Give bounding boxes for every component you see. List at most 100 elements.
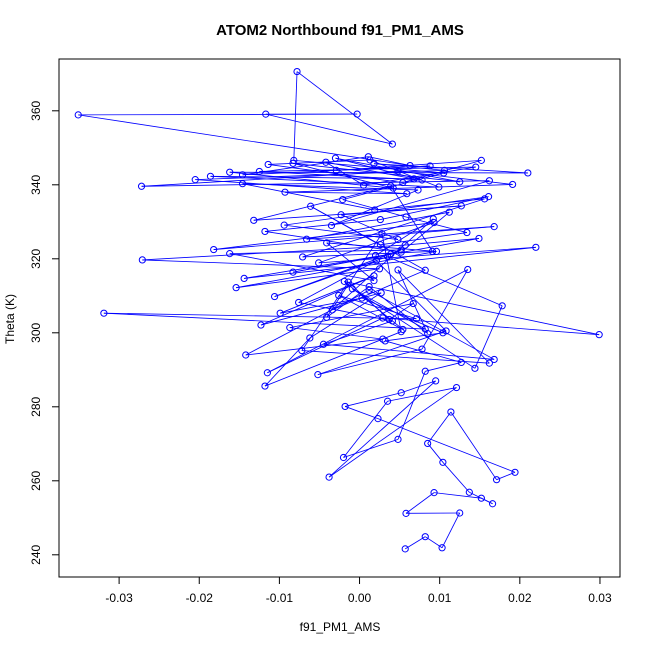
series-segment: [325, 161, 364, 186]
data-point: [315, 259, 323, 267]
series-segment: [103, 312, 426, 330]
data-point: [426, 162, 434, 170]
data-point: [325, 473, 333, 481]
data-point: [397, 328, 405, 336]
data-point: [276, 309, 284, 317]
series-segment: [385, 332, 443, 342]
data-point: [298, 346, 306, 355]
series-segment: [338, 295, 417, 320]
series-segment: [369, 159, 440, 188]
series-segment: [427, 443, 444, 463]
series-segment: [343, 438, 399, 458]
series-segment: [306, 226, 495, 240]
series-segment: [388, 303, 414, 320]
data-point: [250, 216, 258, 224]
data-point: [406, 161, 414, 170]
data-point: [370, 272, 378, 280]
data-point: [281, 188, 289, 196]
y-tick-label: 260: [29, 470, 43, 490]
series-segment: [264, 219, 381, 232]
series-segment: [331, 180, 490, 226]
series-segment: [401, 380, 436, 394]
series-segment: [280, 275, 375, 314]
series-segment: [405, 238, 479, 246]
y-tick-label: 280: [29, 396, 43, 416]
series-segment: [323, 343, 495, 360]
series-segment: [142, 259, 380, 270]
data-point: [509, 180, 517, 189]
data-point: [226, 168, 234, 176]
x-tick-label: 0.02: [508, 591, 532, 605]
data-point: [428, 247, 437, 255]
data-point: [138, 256, 146, 264]
series-segment: [402, 159, 482, 183]
series-segment: [328, 387, 457, 478]
data-point: [471, 364, 479, 372]
data-point: [394, 235, 402, 244]
data-point: [270, 292, 279, 301]
x-tick-label: -0.01: [266, 591, 294, 605]
data-point: [397, 246, 405, 254]
data-point: [319, 340, 328, 348]
series-segment: [363, 166, 476, 186]
data-point: [472, 163, 480, 171]
data-point: [372, 257, 380, 265]
data-point: [399, 325, 407, 334]
x-tick-label: 0.00: [348, 591, 372, 605]
data-point: [137, 182, 146, 190]
data-point: [303, 235, 311, 243]
data-point: [100, 309, 108, 317]
series-segment: [380, 232, 467, 246]
data-point: [371, 251, 380, 260]
x-tick-label: 0.03: [588, 591, 612, 605]
x-tick-label: -0.03: [105, 591, 133, 605]
data-point: [74, 111, 82, 119]
series-segment: [298, 260, 377, 303]
data-point: [261, 382, 269, 390]
data-point: [295, 298, 303, 307]
series-segment: [331, 189, 419, 226]
series-segment: [229, 171, 394, 189]
data-point: [358, 294, 366, 302]
data-point: [432, 377, 440, 385]
data-point: [353, 110, 361, 118]
data-point: [456, 509, 464, 517]
series-segment: [368, 289, 495, 360]
series-segment: [242, 156, 369, 176]
data-point: [397, 248, 405, 256]
data-point: [402, 509, 410, 517]
data-point: [412, 315, 421, 323]
series-segment: [332, 269, 426, 311]
data-point: [327, 221, 336, 230]
data-point: [457, 358, 465, 366]
data-point: [452, 383, 461, 392]
data-point: [511, 468, 519, 476]
data-point: [263, 369, 271, 377]
series-segment: [306, 211, 450, 240]
data-point: [257, 321, 265, 329]
series-segment: [245, 338, 383, 356]
data-point: [439, 458, 447, 466]
data-point: [289, 268, 297, 276]
series-segment: [397, 269, 429, 334]
data-point: [335, 291, 343, 300]
data-point: [465, 488, 473, 496]
x-axis: -0.03 -0.02 -0.01 0.00 0.01 0.02 0.03: [105, 576, 612, 605]
series-segment: [434, 492, 482, 499]
data-point: [418, 345, 426, 353]
series-segment: [332, 218, 434, 311]
data-point: [344, 278, 352, 286]
series-segment: [103, 312, 417, 320]
data-point: [232, 284, 240, 292]
series-segment: [236, 268, 380, 289]
y-axis: 240 260 280 300 320 340 360: [29, 100, 60, 565]
data-point: [485, 359, 493, 367]
data-point: [387, 250, 395, 258]
data-point: [430, 218, 438, 227]
data-point: [341, 402, 349, 411]
data-point: [388, 317, 396, 325]
series-segment: [340, 214, 399, 240]
data-point: [438, 544, 446, 552]
series-segment: [344, 280, 600, 336]
